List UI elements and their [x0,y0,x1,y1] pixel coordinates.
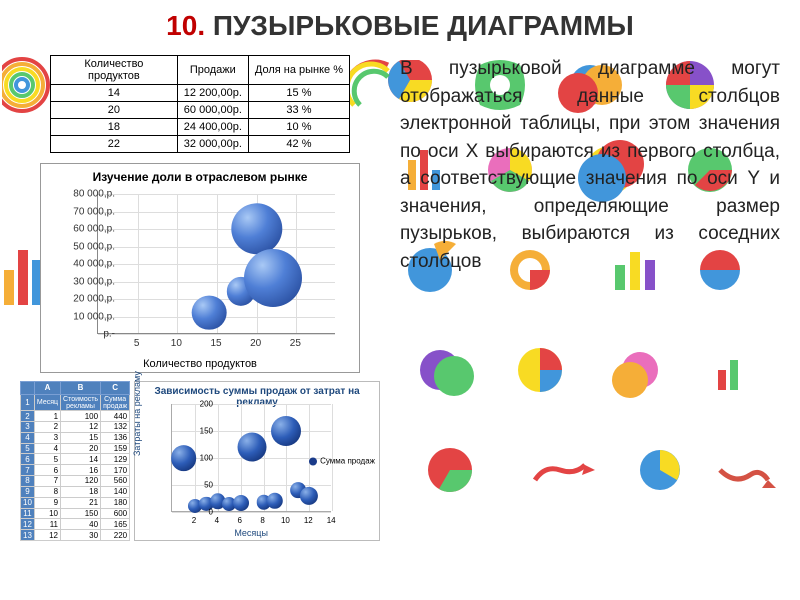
spreadsheet-row: 9818140 [21,486,130,497]
spreadsheet-row: 3212132 [21,422,130,433]
chart2-xtick: 2 [192,516,196,525]
chart1-xtick: 20 [250,338,261,349]
spreadsheet-row: 4315136 [21,432,130,443]
data-table: Количество продуктовПродажиДоля на рынке… [50,55,350,153]
chart1-xlabel: Количество продуктов [41,358,359,370]
chart1-xtick: 5 [134,338,140,349]
chart2-ytick: 150 [200,427,213,436]
spreadsheet-row: 6514129 [21,454,130,465]
chart2-ytick: 200 [200,400,213,409]
chart1-ytick: р.- [103,329,115,340]
chart1-ytick: 10 000,р. [73,311,115,322]
chart2-bubble [233,495,249,511]
table-row: 2060 000,00р.33 % [51,102,350,119]
chart2-legend: Сумма продаж [309,457,375,466]
chart1-ytick: 60 000,р. [73,224,115,235]
chart1-plot-area [97,194,335,334]
chart1-title: Изучение доли в отраслевом рынке [47,170,353,184]
chart2-xlabel: Месяцы [171,528,331,538]
chart2-wrapper: ABC1МесяцСтоимость рекламыСумма продаж21… [20,381,380,541]
chart1-ytick: 40 000,р. [73,259,115,270]
chart2-bubble [300,487,318,505]
chart1-bubble [244,249,302,307]
page-title: 10. ПУЗЫРЬКОВЫЕ ДИАГРАММЫ [0,0,800,50]
spreadsheet-row: 10921180 [21,497,130,508]
table-row: 2232 000,00р.42 % [51,136,350,153]
chart1-bubble [192,295,227,330]
chart2-bubble [171,445,197,471]
body-text: В пузырьковой диаграмме могут отображать… [400,55,780,275]
table-row: 1412 200,00р.15 % [51,85,350,102]
chart2-xtick: 6 [237,516,241,525]
chart1-ytick: 70 000,р. [73,206,115,217]
title-number: 10. [166,10,205,41]
chart1-ytick: 80 000,р. [73,189,115,200]
table-header: Доля на рынке % [248,56,349,85]
chart1-ytick: 30 000,р. [73,276,115,287]
chart2-xtick: 8 [260,516,264,525]
chart2-plot-area [171,404,331,512]
chart2-xtick: 12 [304,516,313,525]
chart2-ylabel: Затраты на рекламу [132,371,142,456]
chart2-xtick: 4 [215,516,219,525]
bubble-chart-2: Зависимость суммы продаж от затрат на ре… [134,381,380,541]
chart2-ytick: 100 [200,454,213,463]
chart2-bubble [238,433,267,462]
chart1-ytick: 20 000,р. [73,294,115,305]
spreadsheet-row: 1110150600 [21,508,130,519]
chart2-xtick: 14 [327,516,336,525]
spreadsheet-table: ABC1МесяцСтоимость рекламыСумма продаж21… [20,381,130,541]
chart1-xtick: 25 [290,338,301,349]
chart1-xtick: 15 [210,338,221,349]
table-header: Продажи [177,56,248,85]
chart1-xtick: 10 [171,338,182,349]
left-column: Количество продуктовПродажиДоля на рынке… [20,55,380,541]
spreadsheet-row: 87120560 [21,476,130,487]
spreadsheet-row: 7616170 [21,465,130,476]
table-row: 1824 400,00р.10 % [51,119,350,136]
chart2-ytick: 50 [204,481,213,490]
chart2-bubble [271,416,301,446]
table-header: Количество продуктов [51,56,178,85]
spreadsheet-row: 5420159 [21,443,130,454]
spreadsheet-row: 131230220 [21,530,130,541]
chart2-xtick: 10 [281,516,290,525]
title-text: ПУЗЫРЬКОВЫЕ ДИАГРАММЫ [213,10,634,41]
bubble-chart-1: Изучение доли в отраслевом рынке р.- 10 0… [40,163,360,373]
chart1-ytick: 50 000,р. [73,241,115,252]
chart2-ytick: 0 [209,508,213,517]
spreadsheet-row: 21100440 [21,411,130,422]
chart2-bubble [267,492,283,508]
spreadsheet-row: 121140165 [21,519,130,530]
